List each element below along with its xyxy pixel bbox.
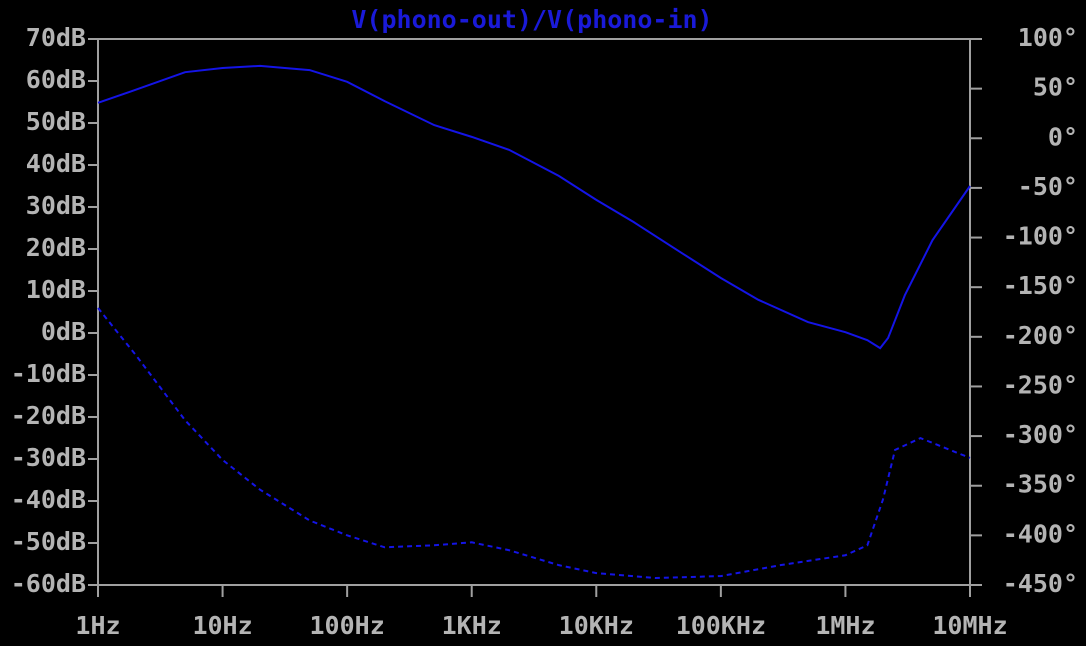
x-tick-label: 1KHz xyxy=(442,611,502,640)
y-tick-label: -40dB xyxy=(11,485,86,514)
x-tick-label: 10KHz xyxy=(559,611,634,640)
y2-tick-label: -250° xyxy=(1003,370,1078,399)
y2-tick-label: 50° xyxy=(1033,73,1078,102)
y-tick-label: 50dB xyxy=(26,107,86,136)
y2-tick-label: -50° xyxy=(1018,172,1078,201)
plot-frame xyxy=(97,38,971,586)
y-tick-label: 30dB xyxy=(26,191,86,220)
y-tick-label: 0dB xyxy=(41,317,86,346)
y-tick-label: -60dB xyxy=(11,569,86,598)
y2-tick-label: 0° xyxy=(1048,122,1078,151)
y-tick-label: -30dB xyxy=(11,443,86,472)
y2-tick-label: -400° xyxy=(1003,519,1078,548)
x-tick-label: 1Hz xyxy=(75,611,120,640)
chart-title: V(phono-out)/V(phono-in) xyxy=(351,5,712,34)
y-tick-label: 70dB xyxy=(26,23,86,52)
x-tick-label: 10Hz xyxy=(192,611,252,640)
x-tick-label: 100Hz xyxy=(310,611,385,640)
y-tick-label: 60dB xyxy=(26,65,86,94)
x-tick-label: 10MHz xyxy=(932,611,1007,640)
y2-tick-label: -350° xyxy=(1003,470,1078,499)
y-tick-label: 20dB xyxy=(26,233,86,262)
x-tick-label: 100KHz xyxy=(676,611,766,640)
y2-tick-label: -300° xyxy=(1003,420,1078,449)
y-tick-label: 40dB xyxy=(26,149,86,178)
y2-tick-label: 100° xyxy=(1018,23,1078,52)
y-tick-label: -20dB xyxy=(11,401,86,430)
y2-tick-label: -450° xyxy=(1003,569,1078,598)
y-tick-label: -10dB xyxy=(11,359,86,388)
phase-line xyxy=(97,307,971,580)
y-tick-label: 10dB xyxy=(26,275,86,304)
y2-tick-label: -200° xyxy=(1003,321,1078,350)
y-tick-label: -50dB xyxy=(11,527,86,556)
y2-tick-label: -100° xyxy=(1003,222,1078,251)
x-tick-label: 1MHz xyxy=(815,611,875,640)
y2-tick-label: -150° xyxy=(1003,271,1078,300)
magnitude-line xyxy=(97,64,971,350)
